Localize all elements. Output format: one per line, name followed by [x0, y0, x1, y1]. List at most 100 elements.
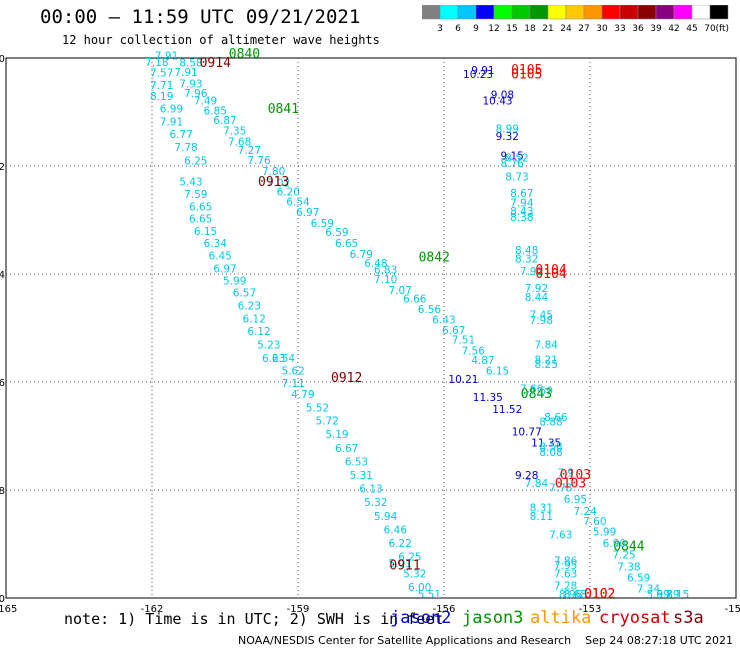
s3a-swh-value: 7.78	[174, 142, 197, 154]
s3a-swh-value: 6.54	[286, 196, 310, 208]
s3a-swh-value: 6.65	[335, 238, 358, 250]
s3a-swh-value: 7.66	[520, 383, 544, 395]
altika-swh-value: 7.60	[583, 516, 606, 528]
s3a-swh-value: 6.23	[238, 301, 261, 313]
altika-swh-value: 8.21	[535, 355, 558, 367]
altika-swh-value: 7.95	[554, 560, 577, 572]
s3a-time-label: 0913	[258, 175, 289, 190]
cryosat-time-label: 0104	[535, 263, 566, 278]
credit-line: NOAA/NESDIS Center for Satellite Applica…	[238, 634, 734, 647]
altika-swh-value: 8.67	[510, 188, 533, 200]
data-marks: 7.917.18 8.587.57 7.917.71 7.937.968.19 7.49…	[145, 47, 689, 602]
s3a-swh-value: 7.80	[262, 166, 285, 178]
s3a-swh-value: 7.49	[194, 95, 217, 107]
x-tick-label: -159	[287, 604, 310, 612]
s3a-swh-value: 7.91	[174, 67, 197, 79]
s3a-swh-value: 6.77	[170, 129, 193, 141]
altika-swh-value: 8.96	[559, 589, 583, 601]
s3a-swh-value: 5.23	[257, 340, 280, 352]
colorbar-label: 6	[455, 24, 461, 34]
s3a-swh-value: 5.62	[281, 365, 304, 377]
s3a-swh-value: 5.01	[389, 558, 412, 570]
s3a-swh-value: 7.07	[389, 285, 412, 297]
altika-swh-value: 7.28	[554, 580, 577, 592]
colorbar-label: 27	[578, 24, 589, 34]
s3a-swh-value: 6.59	[311, 218, 334, 230]
y-tick-label: -50	[0, 594, 5, 605]
cryosat-time-label: 0103	[560, 468, 591, 483]
altika-swh-value: 7.45	[530, 309, 553, 321]
altika-swh-value: 7.84	[525, 478, 549, 490]
s3a-swh-value: 8.19	[150, 91, 173, 103]
altika-swh-value: 6.89	[656, 589, 679, 601]
s3a-swh-value: 6.46	[384, 525, 408, 537]
s3a-swh-value: 5.32	[403, 568, 426, 580]
s3a-time-label: 0914	[200, 56, 231, 71]
s3a-swh-value: 7.96	[184, 88, 208, 100]
s3a-swh-value: 7.18	[145, 57, 168, 69]
altika-swh-value: 6.90	[603, 538, 626, 550]
s3a-swh-value: 5.43	[179, 176, 202, 188]
s3a-swh-value: 5.32	[364, 497, 387, 509]
s3a-swh-value: 6.57	[233, 288, 256, 300]
legend-jason2: jason2	[390, 608, 452, 628]
s3a-swh-value: 6.34	[204, 238, 228, 250]
s3a-swh-value: 7.68	[228, 136, 251, 148]
s3a-swh-value: 8.58	[179, 58, 202, 70]
colorbar-label: 12	[488, 24, 499, 34]
s3a-swh-value: 7.71	[150, 80, 173, 92]
altika-swh-value: 7.78	[549, 483, 572, 495]
colorbar-label: 21	[542, 24, 553, 34]
colorbar-swatch	[709, 5, 729, 20]
s3a-swh-value: 5.19	[325, 429, 348, 441]
s3a-swh-value: 6.12	[247, 326, 270, 338]
altika-swh-value: 8.68	[564, 589, 587, 601]
jason3-time-label: 0841	[268, 102, 299, 117]
s3a-swh-value: 6.83	[374, 264, 397, 276]
jason2-swh-value: 11.35	[473, 392, 503, 404]
y-tick-label: -48	[0, 486, 5, 497]
s3a-swh-value: 7.76	[247, 155, 271, 167]
s3a-swh-value: 7.91	[155, 51, 178, 63]
altika-swh-value: 6.59	[627, 572, 650, 584]
colorbar-label: 9	[473, 24, 479, 34]
altika-swh-value: 8.11	[530, 511, 553, 523]
jason2-swh-value: 9.28	[515, 470, 538, 482]
altika-swh-value: 5.99	[593, 526, 616, 538]
altika-swh-value: 8.44	[525, 292, 549, 304]
legend-jason3: jason3	[462, 608, 524, 628]
altika-swh-value: 7.25	[612, 550, 635, 562]
s3a-swh-value: 7.11	[281, 378, 304, 390]
color-legend: 3 6 9 12 15 18 21 24 27 30 33 36 39 42 45 70 (ft)	[422, 5, 729, 34]
s3a-swh-value: 6.53	[345, 457, 368, 469]
s3a-swh-value: 7.10	[374, 274, 397, 286]
legend-altika: altika	[530, 608, 592, 628]
s3a-swh-value: 7.91	[160, 117, 183, 129]
legend-cryosat: cryosat	[599, 608, 671, 628]
jason3-time-label: 0842	[419, 251, 450, 266]
s3a-swh-value: 6.22	[389, 538, 412, 550]
jason3-time-label: 0844	[613, 539, 644, 554]
s3a-swh-value: 5.94	[374, 511, 398, 523]
s3a-swh-value: 6.85	[204, 106, 227, 118]
s3a-swh-value: 5.52	[306, 403, 329, 415]
y-tick-label: -44	[0, 270, 5, 281]
altika-swh-value: 6.95	[564, 494, 587, 506]
s3a-swh-value: 6.59	[325, 227, 348, 239]
jason2-swh-value: 11.35	[531, 437, 561, 449]
colorbar-label: 30	[596, 24, 608, 34]
y-tick-label: -42	[0, 162, 5, 173]
s3a-swh-value: 6.13	[359, 484, 382, 496]
x-tick-label: -156	[433, 604, 456, 612]
s3a-swh-value: 6.23	[262, 353, 285, 365]
colorbar-label: 36	[632, 24, 644, 34]
legend-s3a: s3a	[673, 608, 704, 628]
jason2-swh-value: 9.08	[491, 90, 514, 102]
altika-swh-value: 8.32	[515, 254, 538, 266]
cryosat-time-label: 0105	[511, 68, 542, 83]
s3a-swh-value: 6.15	[486, 365, 509, 377]
y-tick-label: -40	[0, 54, 5, 65]
s3a-swh-value: 6.43	[432, 315, 455, 327]
x-tick-label: -153	[579, 604, 602, 612]
x-tick-label: -162	[141, 604, 164, 612]
